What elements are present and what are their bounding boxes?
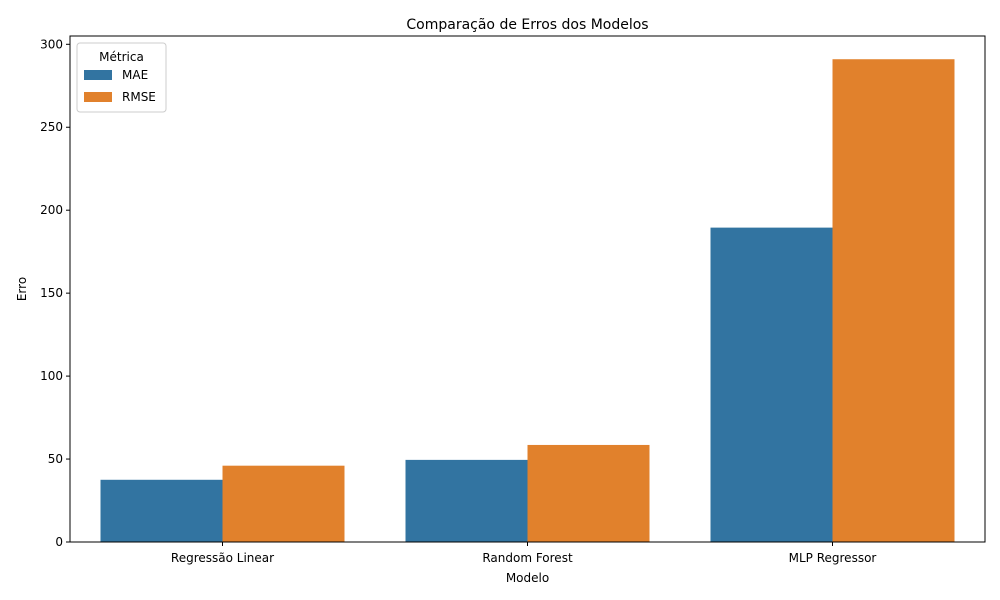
legend-swatch-mae: [84, 70, 112, 80]
legend: Métrica MAE RMSE: [76, 42, 167, 113]
legend-label-mae: MAE: [122, 68, 148, 82]
x-tick-label: Random Forest: [482, 551, 573, 565]
y-tick-label: 150: [40, 286, 63, 300]
legend-items: MAE RMSE: [84, 68, 156, 104]
x-axis: Regressão Linear Random Forest MLP Regress…: [171, 542, 877, 565]
y-tick-label: 0: [55, 535, 63, 549]
legend-label-rmse: RMSE: [122, 90, 156, 104]
bar-mae-2: [710, 227, 833, 542]
y-tick-label: 250: [40, 120, 63, 134]
plot-frame: [69, 35, 986, 543]
bar-rmse-2: [832, 59, 955, 543]
x-tick-label: Regressão Linear: [171, 551, 274, 565]
y-tick-label: 200: [40, 203, 63, 217]
bar-rmse-1: [527, 444, 650, 542]
bar-mae-0: [100, 479, 223, 542]
legend-title: Métrica: [99, 50, 144, 64]
chart-title: Comparação de Erros dos Modelos: [406, 17, 648, 33]
y-tick-label: 50: [48, 452, 63, 466]
y-tick-label: 100: [40, 369, 63, 383]
bars-layer: [100, 59, 955, 543]
legend-swatch-rmse: [84, 92, 112, 102]
bar-rmse-0: [222, 465, 345, 542]
bar-mae-1: [405, 459, 528, 542]
y-tick-label: 300: [40, 37, 63, 51]
y-axis-label: Erro: [15, 277, 29, 301]
y-axis: 0 50 100 150 200 250 300: [40, 37, 70, 549]
x-axis-label: Modelo: [506, 571, 549, 585]
x-tick-label: MLP Regressor: [789, 551, 877, 565]
